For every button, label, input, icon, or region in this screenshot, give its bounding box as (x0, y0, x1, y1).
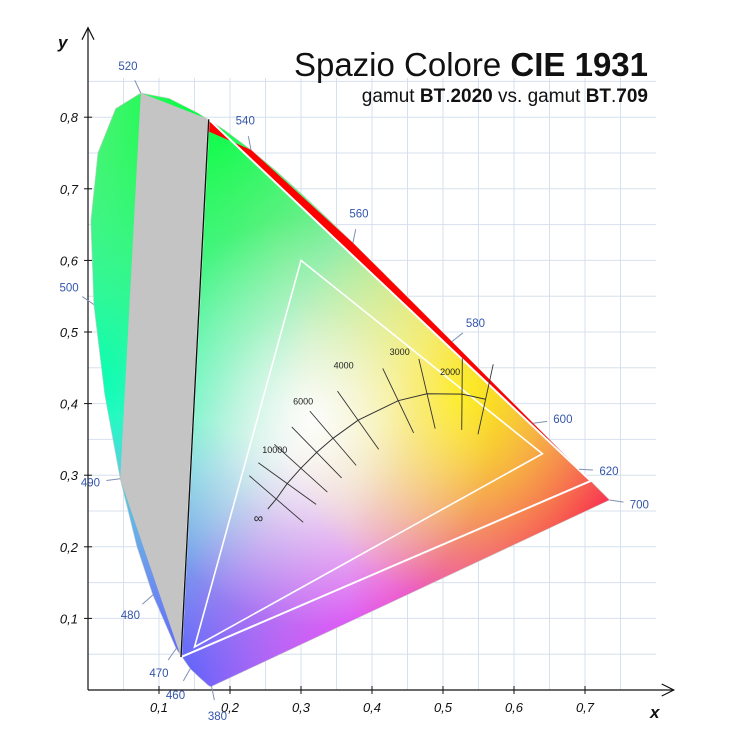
x-tick-label: 0,3 (292, 700, 311, 715)
wavelength-tick (106, 478, 121, 482)
x-tick-label: 0,4 (363, 700, 381, 715)
wavelength-tick (533, 420, 548, 424)
title-part: Spazio Colore (293, 46, 511, 83)
wavelength-tick (578, 468, 593, 471)
title-part: CIE 1931 (510, 46, 648, 83)
cct-label: 10000 (262, 445, 287, 455)
wavelength-label: 580 (466, 318, 485, 330)
wavelength-tick (182, 668, 191, 682)
wavelength-label: 600 (553, 414, 572, 426)
wavelength-label: 380 (208, 711, 227, 723)
wavelength-label: 490 (81, 478, 100, 490)
chart-subtitle: gamut BT.2020 vs. gamut BT.709 (294, 84, 648, 110)
y-tick-label: 0,6 (60, 253, 79, 268)
subtitle-part: BT (585, 86, 612, 107)
chart-title: Spazio Colore CIE 1931 (294, 46, 648, 84)
wavelength-tick (142, 594, 154, 605)
wavelength-tick (167, 648, 177, 661)
wavelength-tick (609, 499, 624, 503)
wavelength-label: 470 (149, 668, 168, 680)
planckian-locus: ∞ 10000 6000 4000 3000 2000 (249, 347, 494, 525)
subtitle-part: gamut (361, 86, 420, 107)
wavelength-label: 520 (118, 61, 137, 73)
isotherm-line (418, 358, 436, 429)
subtitle-part: . (611, 86, 617, 107)
wavelength-label: 460 (166, 690, 185, 702)
wavelength-label: 620 (599, 466, 618, 478)
subtitle-part: 709 (616, 86, 648, 107)
isotherm-line (249, 475, 304, 523)
y-tick-label: 0,7 (60, 182, 79, 197)
y-tick-label: 0,5 (60, 325, 79, 340)
y-tick-label: 0,4 (60, 397, 78, 412)
isotherm-line (274, 444, 328, 493)
wavelength-label: 700 (630, 500, 649, 512)
cct-label: 3000 (390, 347, 410, 357)
wavelength-tick (451, 332, 464, 342)
y-tick-label: 0,1 (60, 611, 78, 626)
gamut-bt2020-left-edge (180, 119, 210, 658)
cct-label: 6000 (293, 396, 313, 406)
axes: 0,1 0,2 0,3 0,4 0,5 0,6 0,7 0,1 0,2 0,3 0,4 0,5 0,6 0… (57, 26, 676, 722)
title-block: Spazio Colore CIE 1931 gamut BT.2020 vs.… (294, 46, 648, 110)
x-tick-label: 0,6 (505, 700, 524, 715)
wavelength-label: 500 (60, 283, 79, 295)
wavelength-label: 540 (236, 115, 255, 127)
y-tick-label: 0,8 (60, 110, 79, 125)
isotherm-line (461, 358, 463, 430)
cct-label: ∞ (254, 510, 263, 525)
cct-label: 2000 (440, 367, 460, 377)
isotherm-line (477, 364, 494, 435)
gamut-layer (120, 93, 593, 659)
isotherm-line (291, 426, 342, 479)
spectral-locus-outline (90, 92, 611, 687)
wavelength-label: 480 (121, 610, 140, 622)
x-tick-label: 0,5 (434, 700, 453, 715)
wavelength-tick (352, 229, 357, 243)
x-tick-label: 0,7 (576, 700, 595, 715)
y-tick-label: 0,3 (60, 468, 79, 483)
gamut-bt709-outline (193, 259, 544, 649)
cct-label: 4000 (334, 361, 354, 371)
wavelength-labels: 380 460 470 480 490 500 520 540 560 580 600 620 700 (60, 61, 649, 723)
subtitle-part: vs. gamut (492, 86, 586, 107)
gamut-grey-region (120, 93, 209, 658)
subtitle-part: BT (419, 86, 446, 107)
y-axis-arrow-icon (81, 26, 95, 40)
isotherm-line (382, 368, 415, 434)
wavelength-tick (247, 136, 252, 151)
wavelength-label: 560 (349, 208, 368, 220)
x-axis-arrow-icon (661, 683, 676, 697)
subtitle-part: . (445, 86, 451, 107)
subtitle-part: 2020 (450, 86, 493, 107)
x-tick-label: 0,1 (150, 700, 168, 715)
wavelength-tick (134, 80, 142, 94)
isotherm-line (337, 390, 380, 450)
isotherm-line (258, 462, 317, 505)
y-tick-label: 0,2 (60, 540, 79, 555)
x-tick-label: 0,2 (221, 700, 240, 715)
y-axis-label: y (57, 33, 69, 52)
x-axis-label: x (649, 703, 661, 722)
wavelength-tick (211, 686, 215, 701)
wavelength-tick (82, 296, 95, 305)
isotherm-line (309, 410, 357, 466)
